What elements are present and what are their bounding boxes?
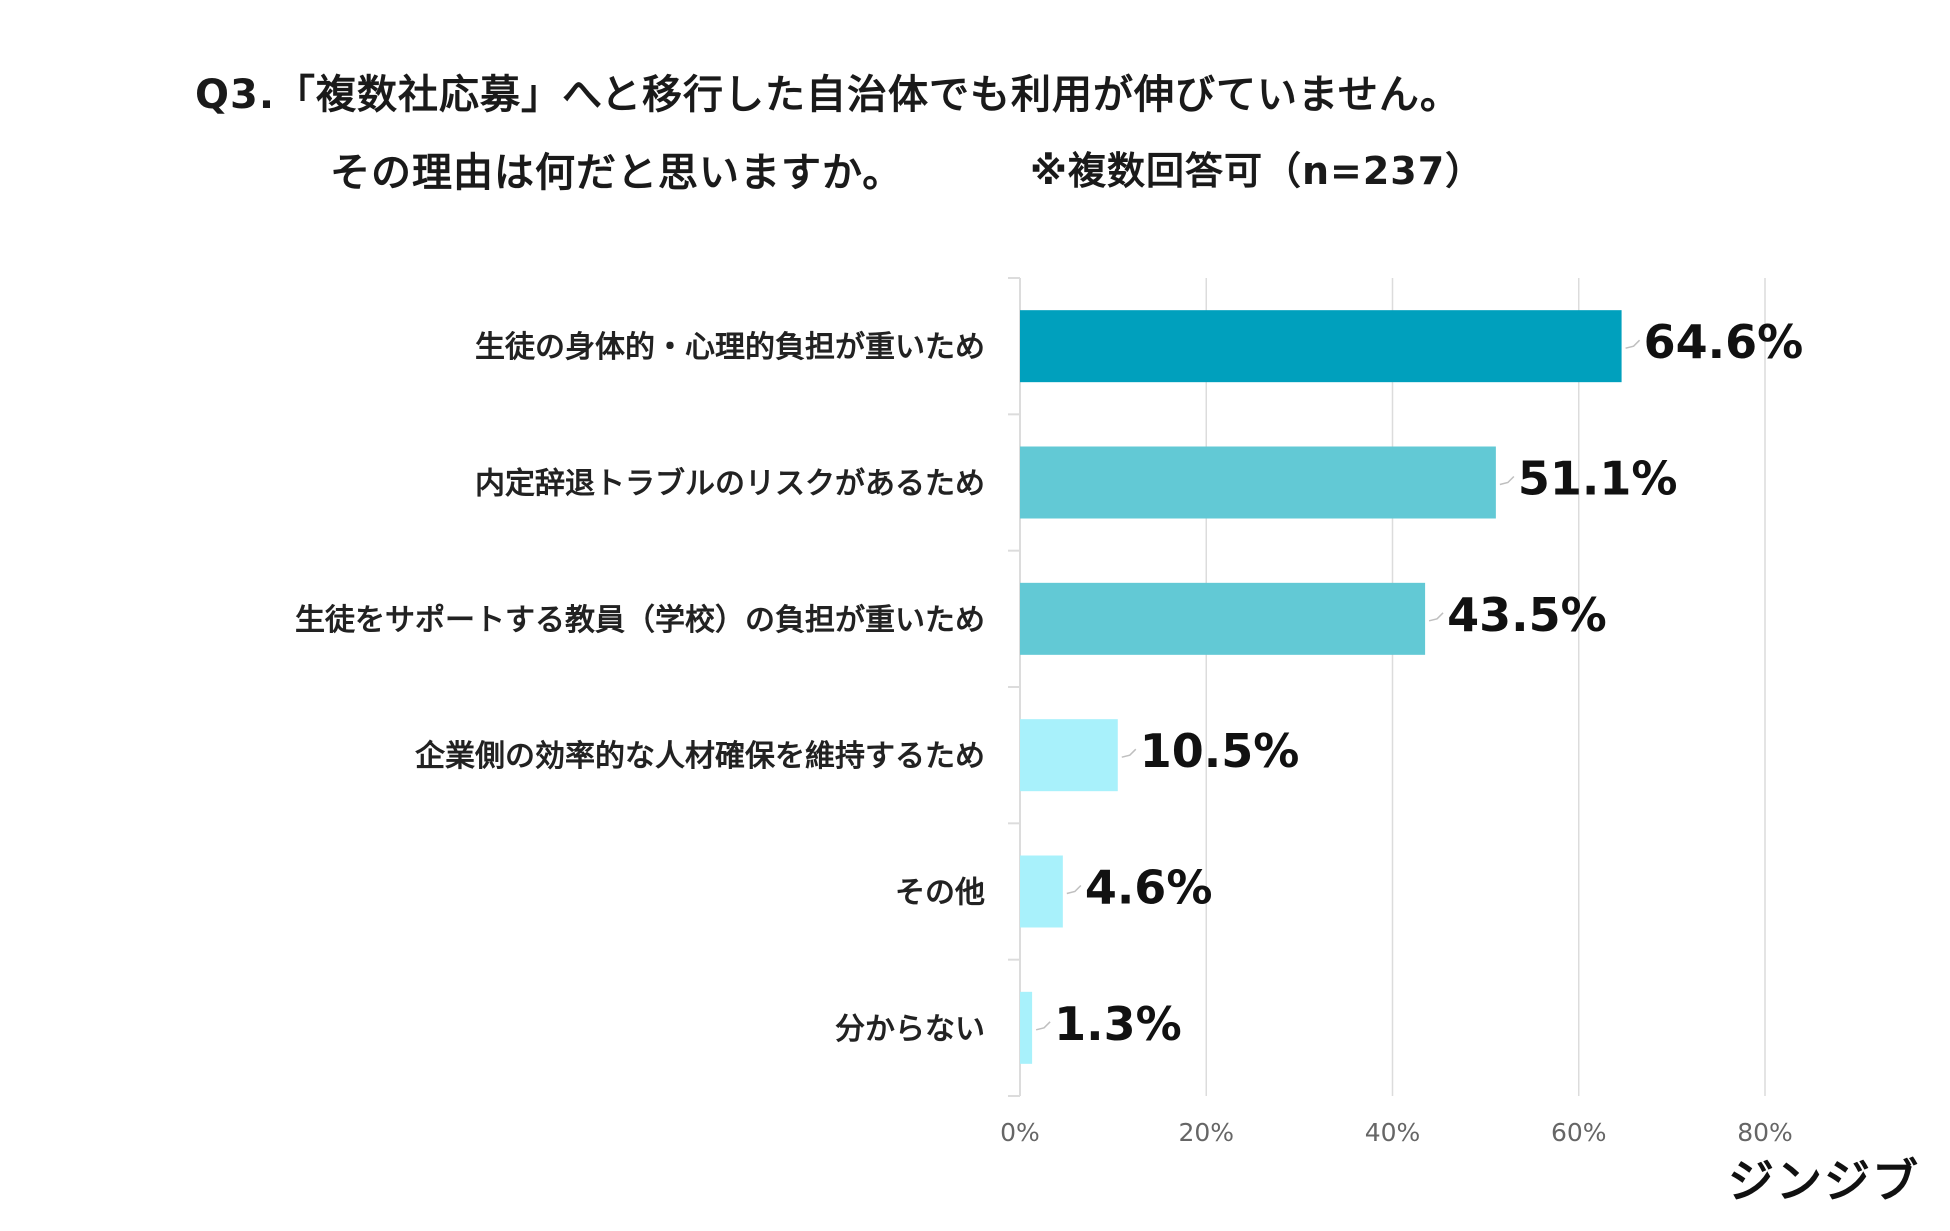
bar [1020, 582, 1426, 655]
value-label: 1.3% [1054, 997, 1182, 1051]
category-axis [1008, 277, 1021, 1097]
bar [1020, 991, 1033, 1064]
value-leader-line [1121, 748, 1137, 758]
x-tick-label: 40% [1365, 1118, 1421, 1147]
category-label: 内定辞退トラブルのリスクがあるため [475, 467, 985, 502]
x-tick-label: 20% [1178, 1118, 1234, 1147]
bar [1020, 719, 1118, 792]
chart-title-line2: その理由は何だと思いますか。 [330, 150, 904, 196]
x-tick-label: 60% [1551, 1118, 1607, 1147]
x-tick-label: 80% [1737, 1118, 1793, 1147]
category-label: 生徒の身体的・心理的負担が重いため [475, 330, 985, 365]
value-label: 64.6% [1644, 315, 1804, 369]
value-leader-line [1428, 612, 1444, 622]
value-leader-line [1035, 1021, 1051, 1031]
x-tick-label: 0% [1000, 1118, 1040, 1147]
value-label: 4.6% [1085, 861, 1213, 915]
category-label: 生徒をサポートする教員（学校）の負担が重いため [295, 603, 985, 638]
labels: 0% 20% 40% 60% 80% 64.6% 生徒の身体的・心理的負担が重いため 51.1… [295, 315, 1803, 1147]
grid-lines [1205, 278, 1766, 1096]
bar [1020, 446, 1496, 519]
value-label: 51.1% [1518, 452, 1678, 506]
value-leader-line [1066, 884, 1082, 895]
bar [1020, 855, 1063, 928]
value-label: 43.5% [1447, 588, 1607, 642]
bar [1020, 310, 1622, 383]
sample-note: ※複数回答可（n=237） [1030, 149, 1485, 193]
category-label: 分からない [835, 1012, 985, 1047]
category-label: 企業側の効率的な人材確保を維持するため [415, 739, 985, 774]
value-leader-line [1625, 339, 1641, 349]
value-label: 10.5% [1140, 724, 1300, 778]
category-label: その他 [895, 876, 985, 911]
chart-title-line1: Q3.「複数社応募」へと移行した自治体でも利用が伸びていません。 [195, 72, 1461, 118]
value-leader-line [1499, 475, 1515, 486]
brand-logo: ジンジブ [1728, 1154, 1920, 1208]
bars [1020, 310, 1622, 1064]
